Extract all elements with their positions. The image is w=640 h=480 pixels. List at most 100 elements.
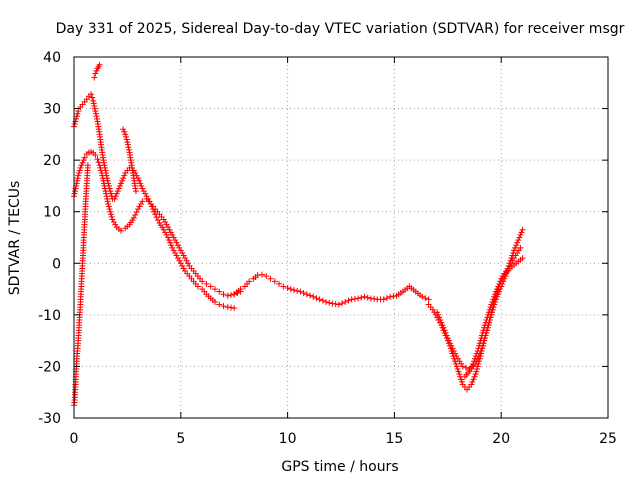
x-axis-label: GPS time / hours [281, 459, 398, 475]
data-point [488, 301, 495, 308]
data-point [114, 188, 121, 195]
data-point [452, 350, 459, 357]
data-point [80, 157, 87, 164]
data-point [108, 213, 115, 220]
data-point [93, 67, 100, 74]
data-point [105, 200, 112, 207]
data-point [224, 292, 231, 299]
data-point [91, 74, 98, 81]
data-point [276, 280, 283, 287]
y-tick-labels: -30 -20 -10 0 10 20 30 40 [38, 50, 61, 427]
data-point [515, 237, 522, 244]
data-point [485, 311, 492, 318]
data-point [477, 337, 484, 344]
data-point [496, 280, 503, 287]
data-point [216, 301, 223, 308]
data-point [227, 292, 234, 299]
data-point [126, 146, 133, 153]
data-point [121, 172, 128, 179]
data-point [174, 255, 181, 262]
data-point [487, 304, 494, 311]
data-point [263, 273, 270, 280]
data-point [329, 300, 336, 307]
data-point [76, 167, 83, 174]
data-point [81, 154, 88, 161]
y-axis-label: SDTVAR / TECUs [7, 181, 23, 296]
data-point [107, 188, 114, 195]
data-point [89, 94, 96, 101]
data-point [517, 231, 524, 238]
data-point [112, 221, 119, 228]
data-point [481, 322, 488, 329]
data-point [162, 229, 169, 236]
data-point [459, 363, 466, 370]
data-point [116, 182, 123, 189]
data-point [72, 118, 79, 125]
x-tick-label: 5 [176, 431, 185, 447]
data-point [146, 198, 153, 205]
data-point [75, 170, 82, 177]
data-point [92, 108, 99, 115]
data-point [454, 366, 461, 373]
data-point [105, 182, 112, 189]
data-point [96, 61, 103, 68]
data-point [184, 260, 191, 267]
data-point [84, 162, 91, 169]
y-tick-label: 0 [52, 256, 61, 272]
data-point [180, 265, 187, 272]
data-point [162, 219, 169, 226]
data-point [440, 324, 447, 331]
x-tick-label: 20 [492, 431, 510, 447]
data-point [470, 360, 477, 367]
data-point [108, 190, 115, 197]
data-point [125, 144, 132, 151]
data-point [476, 342, 483, 349]
data-point [443, 332, 450, 339]
data-point [176, 244, 183, 251]
data-point [513, 242, 520, 249]
y-tick-label: 10 [43, 205, 61, 221]
data-point [434, 309, 441, 316]
data-point [310, 293, 317, 300]
series-loop [120, 126, 139, 195]
data-point [478, 335, 485, 342]
data-point [182, 255, 189, 262]
series-dip-a [425, 226, 526, 393]
data-point [173, 252, 180, 259]
data-point [326, 299, 333, 306]
data-point [120, 126, 127, 133]
data-point [169, 244, 176, 251]
data-point [104, 175, 111, 182]
data-point [303, 291, 310, 298]
data-point [143, 193, 150, 200]
data-point [167, 239, 174, 246]
data-point [133, 209, 140, 216]
data-point [102, 167, 109, 174]
data-point [100, 159, 107, 166]
data-point [284, 285, 291, 292]
data-point [227, 304, 234, 311]
data-point [462, 364, 469, 371]
data-point [121, 128, 128, 135]
grid-lines [74, 57, 608, 418]
data-point [495, 283, 502, 290]
x-tick-labels: 0 5 10 15 20 25 [70, 431, 617, 447]
data-point [101, 164, 108, 171]
data-point [132, 211, 139, 218]
data-point [419, 293, 426, 300]
data-point [351, 295, 358, 302]
data-point [74, 177, 81, 184]
data-point [135, 206, 142, 213]
data-point [471, 373, 478, 380]
data-point [482, 319, 489, 326]
data-point [117, 180, 124, 187]
data-point [91, 102, 98, 109]
data-point [106, 206, 113, 213]
data-point [139, 185, 146, 192]
data-point [367, 295, 374, 302]
data-point [471, 355, 478, 362]
data-point [492, 291, 499, 298]
data-point [160, 216, 167, 223]
data-point [180, 252, 187, 259]
